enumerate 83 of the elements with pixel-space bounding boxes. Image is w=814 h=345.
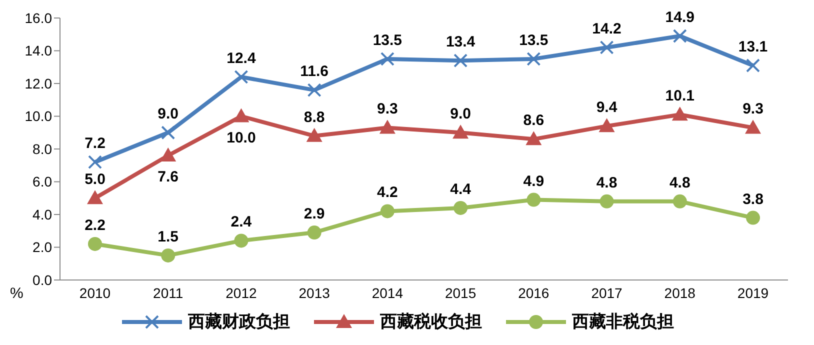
point	[746, 210, 760, 225]
point	[452, 124, 469, 139]
data-label: 13.5	[372, 32, 402, 49]
data-label: 2.2	[84, 216, 106, 234]
point	[307, 226, 322, 240]
point	[526, 52, 541, 66]
text: %	[10, 285, 24, 302]
point	[598, 118, 615, 132]
point	[380, 204, 394, 218]
point	[454, 200, 468, 215]
data-label: 2.9	[304, 206, 325, 223]
x-tick-label: 2018	[664, 284, 696, 301]
data-label: 1.5	[158, 228, 179, 246]
y-tick-label: 12.0	[24, 75, 52, 92]
point	[306, 128, 322, 142]
data-label: 9.3	[377, 100, 398, 118]
point	[672, 194, 687, 208]
point	[88, 155, 102, 170]
data-label: 4.8	[596, 174, 618, 192]
point	[379, 120, 396, 134]
data-label: 7.6	[158, 168, 179, 186]
y-tick-label: 14.0	[24, 42, 52, 59]
x-tick-label: 2019	[737, 284, 769, 301]
point	[526, 131, 542, 146]
x-tick-label: 2017	[591, 284, 623, 301]
point	[234, 234, 248, 248]
data-label: 9.4	[596, 99, 618, 116]
data-label: 5.0	[84, 171, 106, 188]
point	[307, 83, 322, 98]
point	[746, 58, 760, 72]
data-label: 4.2	[377, 184, 398, 202]
x-tick-label: 2012	[226, 284, 258, 301]
point	[380, 52, 394, 66]
data-label: 14.2	[592, 20, 622, 38]
x-tick-label: 2016	[518, 284, 550, 301]
data-label: 4.9	[523, 172, 544, 190]
y-tick-label: 4.0	[32, 206, 52, 222]
x-tick-label: 2010	[79, 284, 111, 301]
data-label: 9.0	[158, 106, 179, 123]
point	[161, 126, 176, 140]
data-label: 7.2	[84, 135, 106, 152]
data-label: 9.0	[450, 106, 471, 123]
data-label: 12.4	[226, 50, 256, 67]
x-tick-label: 2014	[372, 284, 404, 301]
legend-label: 西藏财政负担	[188, 311, 290, 333]
point	[233, 108, 250, 122]
x-tick-label: 2013	[298, 284, 330, 301]
data-label: 9.3	[742, 100, 764, 118]
point	[672, 29, 687, 44]
data-label: 13.1	[738, 38, 768, 56]
point	[87, 190, 103, 204]
y-tick-label: 0.0	[32, 272, 52, 288]
data-label: 8.8	[304, 108, 325, 126]
point	[526, 192, 541, 207]
point	[600, 194, 614, 208]
y-tick-label: 16.0	[24, 10, 52, 26]
y-tick-label: 8.0	[32, 140, 52, 157]
data-label: 4.4	[450, 180, 472, 198]
point	[161, 248, 176, 262]
point	[88, 236, 102, 251]
legend-label: 西藏税收负担	[380, 311, 482, 333]
data-label: 13.4	[446, 34, 476, 51]
point	[160, 148, 176, 162]
data-label: 13.5	[519, 32, 548, 49]
y-tick-label: 10.0	[24, 108, 52, 124]
point	[234, 70, 248, 84]
data-label: 4.8	[669, 174, 690, 192]
x-tick-label: 2015	[444, 284, 476, 301]
x-tick-label: 2011	[153, 284, 184, 301]
data-label: 2.4	[230, 214, 252, 231]
point	[600, 40, 614, 54]
data-label: 10.1	[665, 88, 694, 105]
legend-label: 西藏非税负担	[572, 311, 674, 333]
y-tick-label: 6.0	[32, 174, 52, 190]
data-label: 10.0	[226, 129, 256, 146]
data-label: 11.6	[300, 63, 329, 80]
data-label: 8.6	[523, 112, 544, 130]
y-tick-label: 2.0	[32, 239, 52, 256]
point	[672, 106, 688, 121]
data-label: 3.8	[742, 190, 764, 208]
point	[454, 54, 468, 68]
data-label: 14.9	[665, 9, 694, 26]
point	[745, 120, 761, 134]
